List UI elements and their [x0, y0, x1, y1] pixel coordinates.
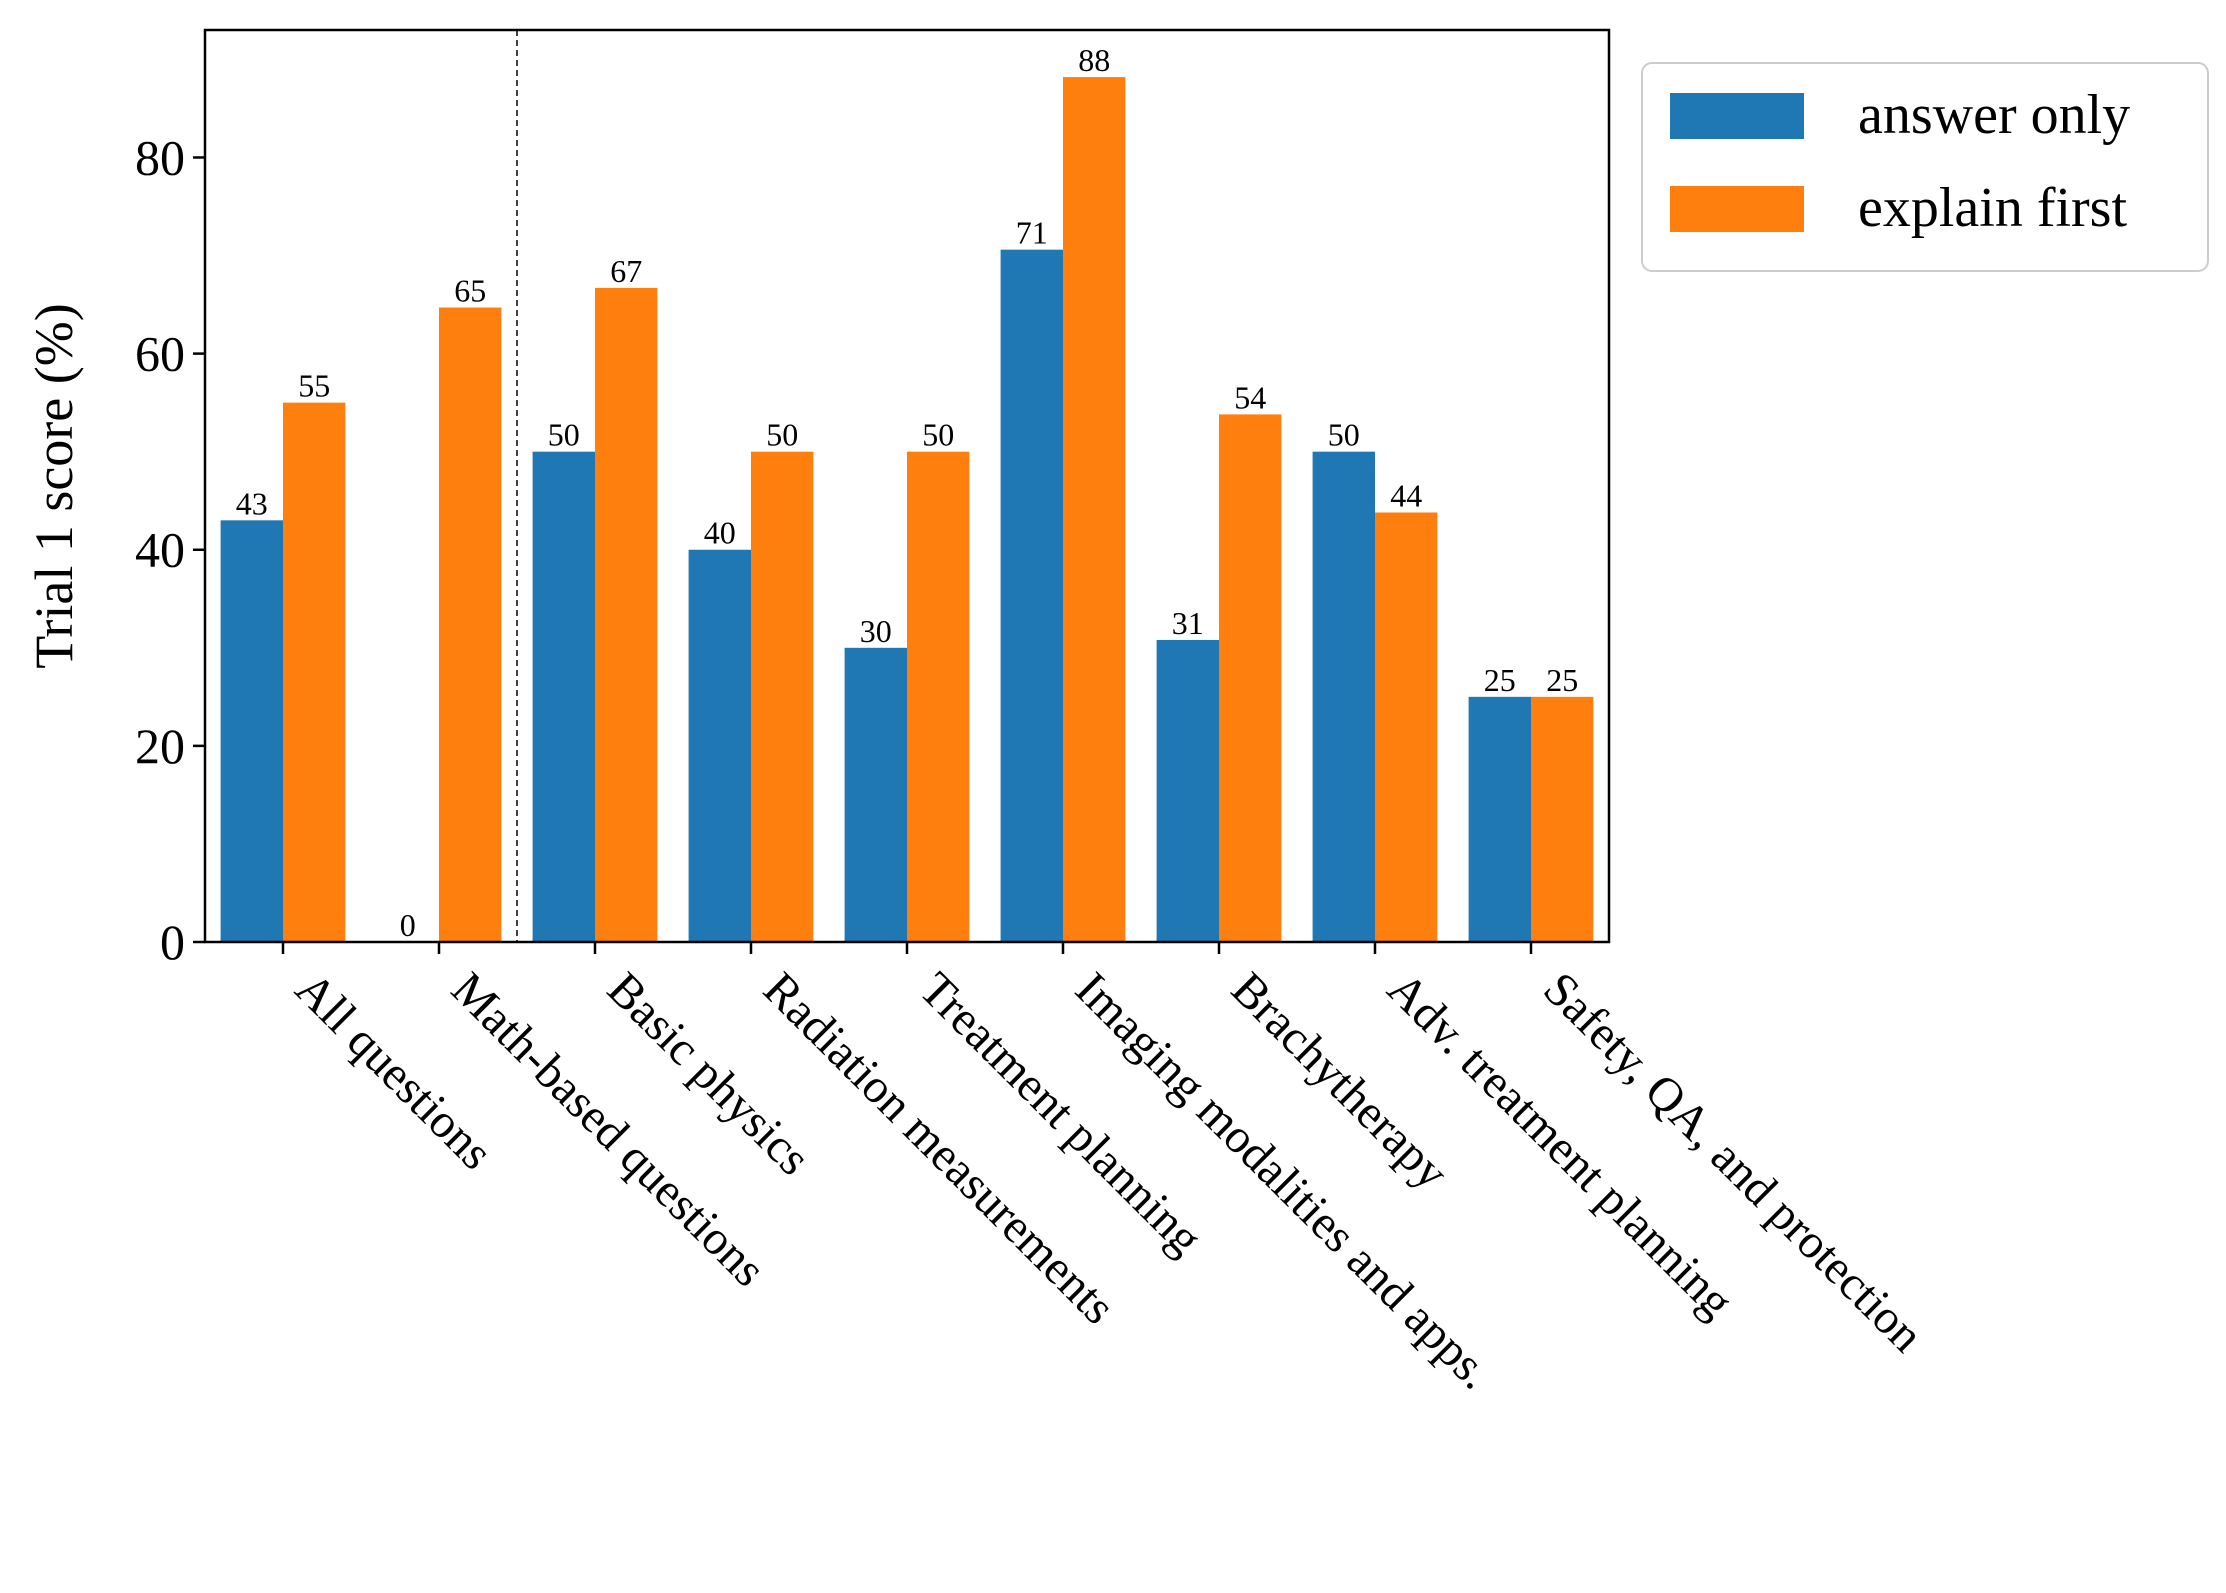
legend: answer only explain first — [1641, 62, 2209, 272]
bar-explain-first-0 — [283, 402, 346, 943]
category-label-4: Treatment planning — [909, 962, 1212, 1265]
bar-answer-only-4 — [844, 647, 907, 942]
bar-explain-first-2 — [595, 287, 658, 942]
value-labels-group: 43 0 50 40 30 71 31 50 25 55 65 67 50 50 88 54 44 25 — [236, 42, 1578, 943]
value-label-1-3: 50 — [766, 417, 798, 453]
value-label-0-8: 25 — [1484, 662, 1516, 698]
legend-label-0: answer only — [1858, 84, 2130, 146]
bar-explain-first-8 — [1531, 696, 1594, 942]
value-label-0-0: 43 — [236, 485, 268, 521]
value-label-1-5: 88 — [1078, 42, 1110, 78]
bar-answer-only-2 — [532, 451, 595, 942]
legend-swatch-1 — [1670, 186, 1804, 232]
y-tick-label-20: 20 — [135, 718, 185, 774]
value-label-0-4: 30 — [860, 613, 892, 649]
bar-answer-only-0 — [220, 520, 283, 942]
y-axis: 0 20 40 60 80 — [135, 129, 205, 970]
y-tick-label-80: 80 — [135, 129, 185, 185]
category-label-1: Math-based questions — [441, 962, 775, 1296]
value-label-0-5: 71 — [1016, 215, 1048, 251]
y-tick-label-0: 0 — [160, 914, 185, 970]
value-label-0-3: 40 — [704, 515, 736, 551]
bar-answer-only-8 — [1468, 696, 1531, 942]
bar-explain-first-5 — [1063, 77, 1126, 942]
bars-group — [220, 77, 1594, 943]
bar-answer-only-3 — [688, 549, 751, 942]
value-label-0-1: 0 — [400, 907, 416, 943]
value-label-1-7: 44 — [1390, 477, 1422, 513]
value-label-1-8: 25 — [1546, 662, 1578, 698]
bar-explain-first-3 — [751, 451, 814, 942]
value-label-1-6: 54 — [1234, 379, 1266, 415]
bar-explain-first-7 — [1375, 512, 1438, 942]
value-label-1-4: 50 — [922, 417, 954, 453]
bar-explain-first-6 — [1219, 414, 1282, 942]
bar-explain-first-1 — [439, 307, 502, 942]
value-label-0-7: 50 — [1328, 417, 1360, 453]
value-label-0-2: 50 — [548, 417, 580, 453]
y-tick-label-60: 60 — [135, 326, 185, 382]
value-label-0-6: 31 — [1172, 605, 1204, 641]
bar-answer-only-6 — [1156, 639, 1219, 942]
legend-swatch-0 — [1670, 93, 1804, 139]
value-label-1-0: 55 — [298, 368, 330, 404]
value-label-1-1: 65 — [454, 273, 486, 309]
bar-answer-only-7 — [1312, 451, 1375, 942]
bar-answer-only-5 — [1000, 249, 1063, 942]
bar-explain-first-4 — [907, 451, 970, 942]
legend-label-1: explain first — [1858, 177, 2127, 239]
y-tick-label-40: 40 — [135, 522, 185, 578]
y-axis-title: Trial 1 score (%) — [24, 303, 84, 668]
value-label-1-2: 67 — [610, 253, 642, 289]
